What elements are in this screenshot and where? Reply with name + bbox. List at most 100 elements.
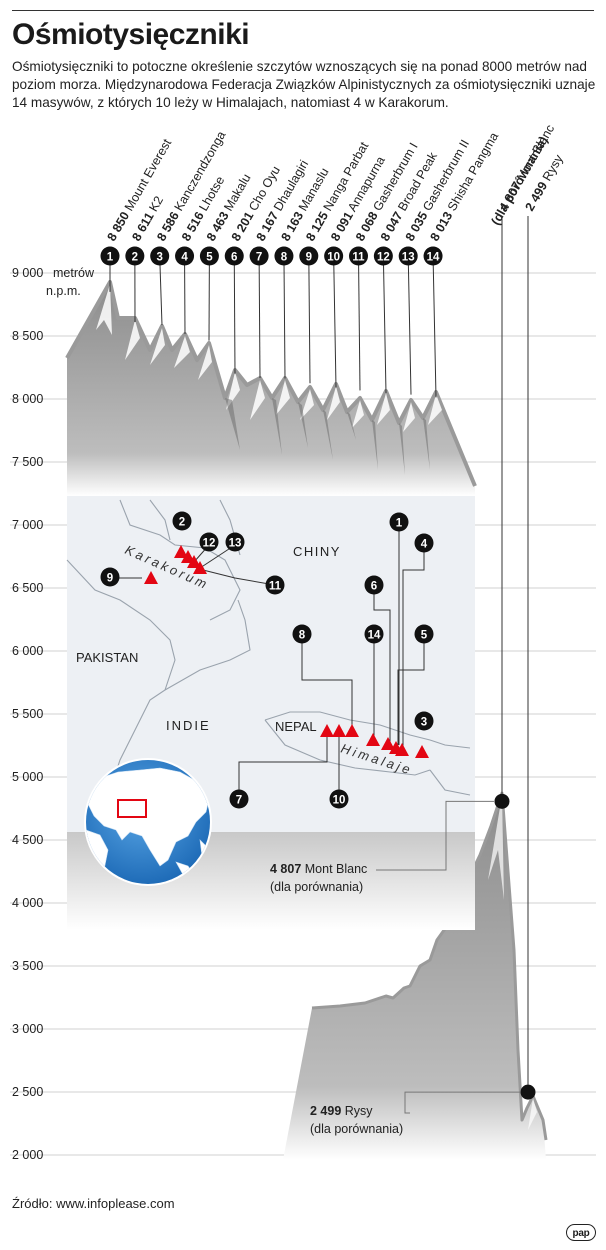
rysy-callout-note: (dla porównania) [310,1122,403,1136]
map-leader [373,593,391,742]
mont-blanc-callout-height: 4 807 [270,862,301,876]
globe-land-asia [86,767,210,867]
pap-logo: pap [566,1224,596,1241]
source-note: Źródło: www.infoplease.com [12,1196,175,1211]
peak-badge-number: 12 [377,251,390,263]
peak-marker-triangle [345,724,359,737]
map-peak-badge [225,532,245,552]
map-leader [202,569,276,586]
border-nepal-south [264,719,431,776]
peak-badge-number: 2 [132,251,138,263]
peak-badge [324,246,344,266]
map-peak-markers [144,545,429,758]
peak-badge-number: 3 [156,251,162,263]
peak-badge [349,246,368,266]
peak-badge-number: 13 [402,251,415,263]
rysy-callout: 2 499 Rysy [310,1104,373,1118]
peak-marker-triangle [366,733,380,746]
map-label-nepal: NEPAL [275,719,317,734]
map-leader [238,736,328,799]
peak-leader-line [283,255,286,379]
peak-badge [199,246,219,266]
peak-marker-triangle [381,737,395,750]
peak-badge [150,246,170,266]
comparison-mountain-silhouette [283,793,546,1160]
border-nepal-north [264,711,431,741]
peak-badge-number: 10 [327,251,340,263]
y-tick-label: 8 500 [12,329,43,343]
y-tick-label: 5 000 [12,770,43,784]
peak-leader-line [159,255,163,326]
comparison-name-label: Rysy [538,152,566,187]
map-peak-badge [199,532,219,552]
map-label-pakistan: PAKISTAN [76,650,138,665]
peak-number-badges: 1 2 3 4 5 6 7 8 9 10 11 12 13 14 [100,246,443,266]
comparison-summit-dot [494,793,510,809]
map-peak-badge-number: 13 [229,537,242,549]
map-peak-badge-number: 1 [396,517,403,529]
map-peak-badge [265,575,285,595]
y-tick-label: 7 000 [12,518,43,532]
peak-badge [125,246,145,266]
peak-badge-number: 9 [306,251,312,263]
map-leader [402,552,425,746]
peak-leader-line [233,255,236,374]
map-leader-lines [119,531,425,799]
map-peak-badge [364,624,384,644]
border-pakistan-india [66,559,176,791]
mountain-snow-shading [96,284,442,432]
globe-region-box [117,799,147,818]
peak-leader-line [333,255,337,388]
peak-marker-triangle [395,743,409,756]
rysy-callout-height: 2 499 [310,1104,341,1118]
rysy-callout-name: Rysy [341,1104,373,1118]
page-title: Ośmiotysięczniki [12,18,250,51]
map-peak-badge [329,789,349,809]
y-tick-label: 7 500 [12,455,43,469]
map-peak-badge-number: 5 [421,629,428,641]
map-peak-badge-number: 8 [299,629,306,641]
comparison-summit-dot [520,1084,536,1100]
y-tick-label: 3 500 [12,959,43,973]
map-peak-badge-number: 4 [421,538,428,550]
map-peak-badge [100,567,120,587]
peak-badge [224,246,244,266]
map-peak-badge [292,624,312,644]
peak-marker-triangle [415,745,429,758]
peak-badge [373,246,393,266]
peak-badge [274,246,294,266]
y-tick-label: 6 000 [12,644,43,658]
map-peak-badge-number: 9 [107,572,113,584]
map-peak-badge [414,624,434,644]
peak-marker-triangle [144,571,158,584]
peak-leader-lines [109,255,437,398]
map-peak-badge-number: 2 [179,516,185,528]
map-peak-badge [172,511,192,531]
map-peak-badge [229,789,249,809]
peak-leader-line [407,255,412,395]
map-leader [301,641,353,725]
map-peak-badge [414,533,434,553]
peak-badge-number: 11 [352,251,365,263]
peak-badge-number: 8 [281,251,288,263]
peak-marker-triangle [320,724,334,737]
mont-blanc-callout-name: Mont Blanc [301,862,367,876]
peak-badge [299,246,319,266]
border-east [429,739,471,796]
y-axis: 9 000 8 500 8 000 7 500 7 000 6 500 6 000 5 500… [12,266,95,1162]
rysy-callout-line [404,1091,520,1114]
description: Ośmiotysięczniki to potoczne określenie … [12,59,596,110]
peak-marker-triangle [193,561,207,574]
map-peak-badge-number: 14 [368,629,381,641]
peak-leader-line [432,255,437,398]
mont-blanc-callout: 4 807 Mont Blanc [270,862,367,876]
map-peak-badge-number: 10 [333,794,346,806]
peak-marker-triangle [332,724,346,737]
map-peak-badge-number: 3 [421,716,427,728]
peak-leader-line [258,255,261,378]
peak-marker-triangle [174,545,188,558]
map-peak-badge-number: 11 [269,580,282,592]
map-leader [397,641,425,745]
